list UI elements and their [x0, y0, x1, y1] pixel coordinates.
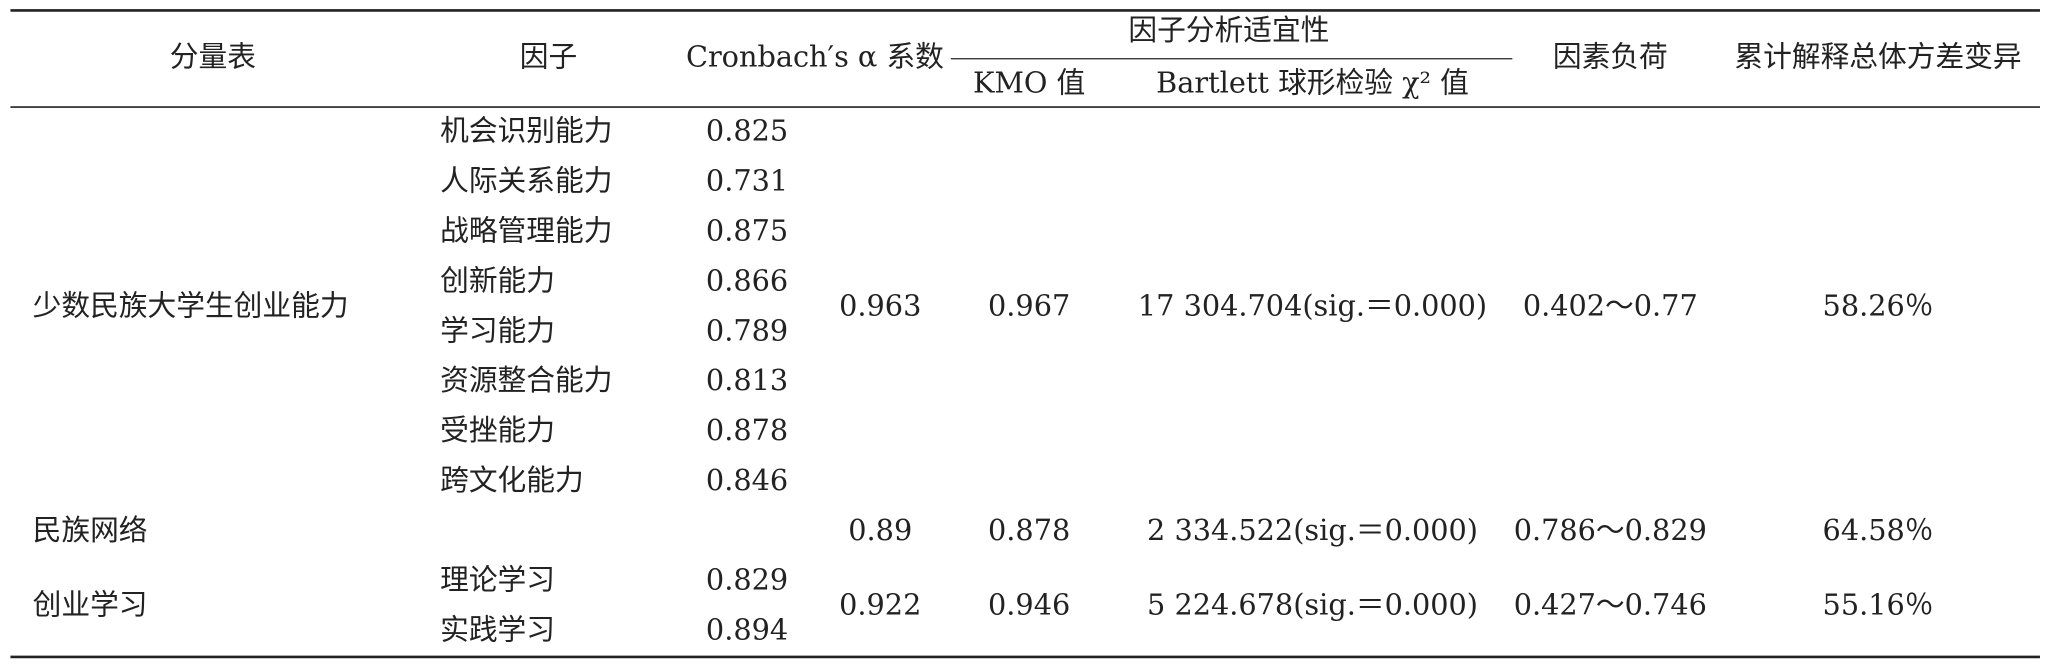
factor-name: 跨文化能力 [440, 463, 584, 497]
header-cell: 因子分析适宜性 [1128, 13, 1329, 47]
factor-alpha: 0.846 [706, 463, 788, 497]
bartlett: 5 224.678(sig.＝0.000) [1147, 588, 1478, 622]
factor-alpha: 0.894 [706, 613, 788, 647]
factor-name: 理论学习 [440, 563, 555, 597]
factor-name: 学习能力 [440, 313, 555, 347]
factor-alpha: 0.813 [706, 363, 788, 397]
header-cell: 因素负荷 [1553, 39, 1668, 73]
factor-name: 人际关系能力 [440, 164, 612, 198]
factor-alpha: 0.825 [706, 114, 788, 148]
variance: 64.58％ [1823, 513, 1934, 547]
scale-alpha: 0.963 [839, 288, 921, 322]
kmo: 0.878 [988, 513, 1070, 547]
factor-alpha: 0.878 [706, 413, 788, 447]
factor-name: 战略管理能力 [440, 213, 612, 247]
variance: 58.26％ [1823, 288, 1934, 322]
kmo: 0.967 [988, 288, 1070, 322]
loading: 0.427～0.746 [1514, 588, 1707, 622]
kmo: 0.946 [988, 588, 1070, 622]
header-cell: 因子 [520, 39, 577, 73]
factor-name: 创新能力 [440, 263, 555, 297]
header-cell: 分量表 [170, 39, 256, 73]
factor-name: 受挫能力 [440, 413, 555, 447]
factor-name: 资源整合能力 [440, 363, 612, 397]
scale-alpha: 0.922 [839, 588, 921, 622]
bartlett: 17 304.704(sig.＝0.000) [1138, 288, 1487, 322]
scale-name: 少数民族大学生创业能力 [33, 288, 349, 322]
factor-name: 实践学习 [440, 613, 555, 647]
factor-alpha: 0.829 [706, 563, 788, 597]
bartlett: 2 334.522(sig.＝0.000) [1147, 513, 1478, 547]
table-body: 分量表 因子 Cronbach′s α 系数 因子分析适宜性 KMO 值 Bar… [10, 9, 2040, 659]
header-cell: Cronbach′s α 系数 [686, 39, 944, 73]
factor-alpha: 0.789 [706, 313, 788, 347]
scale-name: 民族网络 [33, 513, 148, 547]
loading: 0.402～0.77 [1523, 288, 1698, 322]
factor-alpha: 0.875 [706, 213, 788, 247]
loading: 0.786～0.829 [1514, 513, 1707, 547]
factor-alpha: 0.866 [706, 263, 788, 297]
scale-alpha: 0.89 [848, 513, 912, 547]
header-cell: 累计解释总体方差变异 [1734, 39, 2021, 73]
scale-name: 创业学习 [33, 588, 148, 622]
header-cell: KMO 值 [973, 65, 1085, 99]
variance: 55.16％ [1823, 588, 1934, 622]
factor-name: 机会识别能力 [440, 114, 612, 148]
header-cell: Bartlett 球形检验 χ² 值 [1156, 65, 1469, 99]
factor-alpha: 0.731 [706, 164, 788, 198]
